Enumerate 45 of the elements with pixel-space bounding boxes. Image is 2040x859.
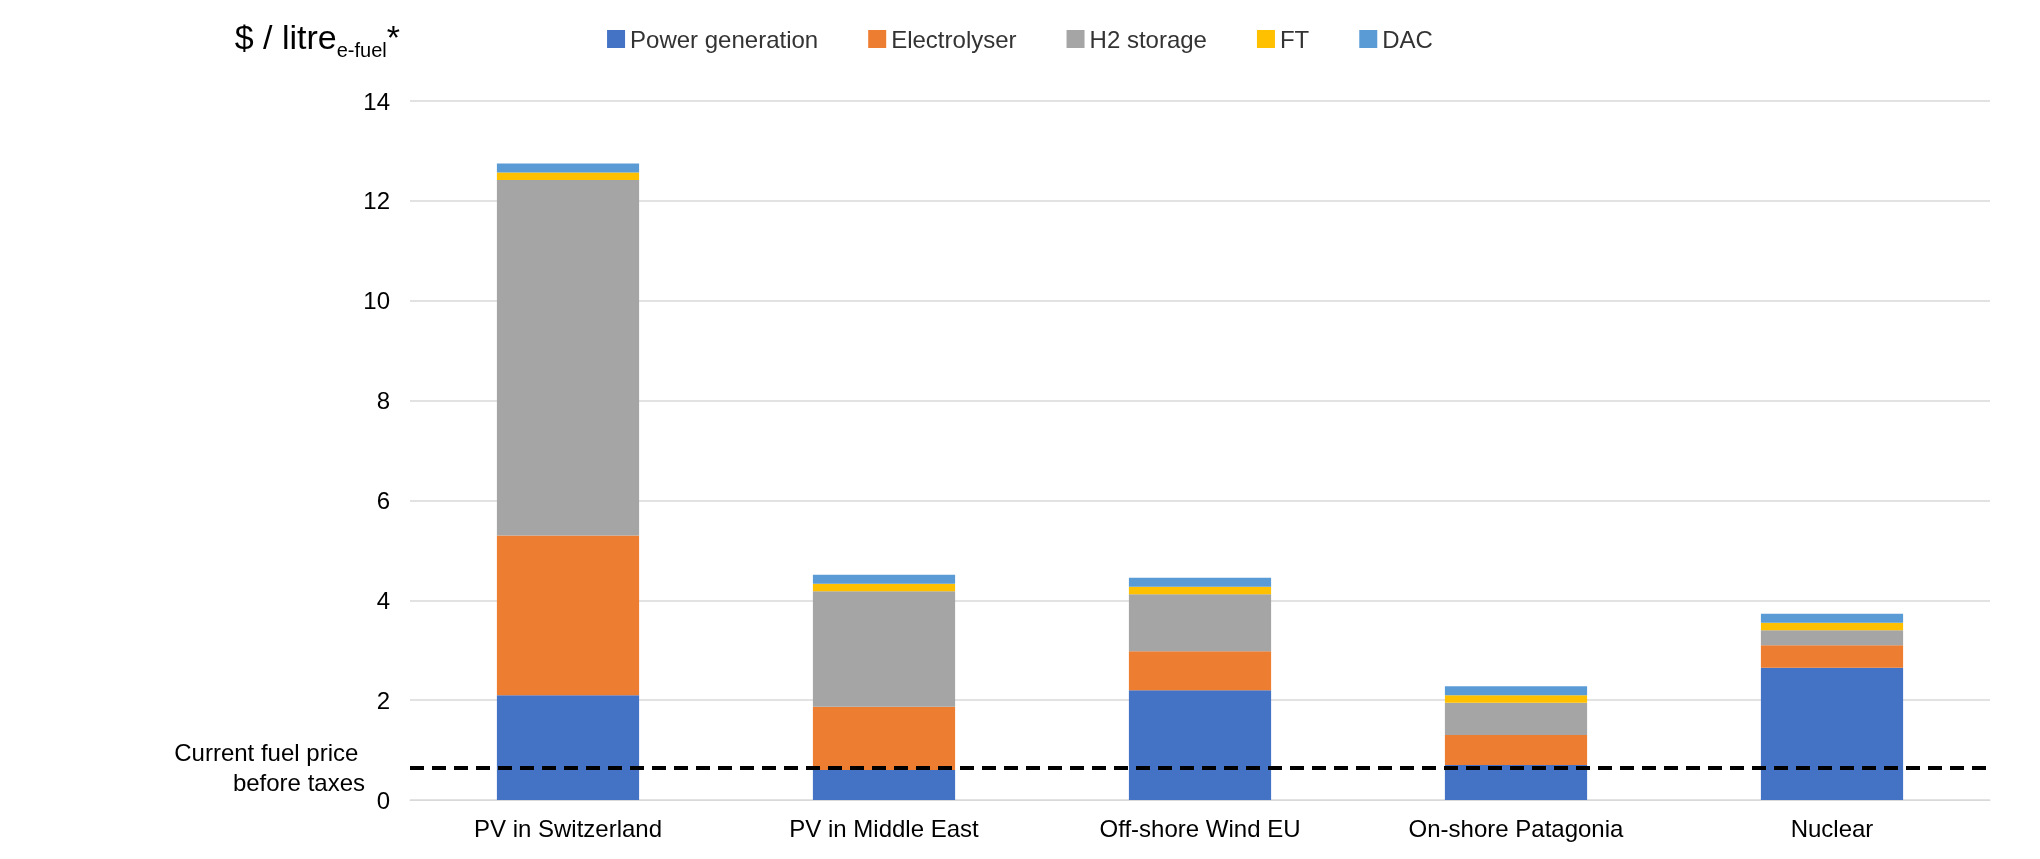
- bar: [1760, 645, 1904, 668]
- bar: [1128, 577, 1272, 587]
- bar: [1128, 586, 1272, 595]
- y-tick-label: 14: [363, 87, 390, 115]
- legend-label: H2 storage: [1089, 25, 1207, 53]
- x-tick-label: PV in Switzerland: [473, 814, 663, 842]
- bar: [812, 770, 956, 800]
- bar: [1444, 765, 1588, 800]
- bar: [812, 706, 956, 771]
- y-tick-label: 6: [376, 486, 390, 514]
- bar: [812, 591, 956, 707]
- bar: [812, 583, 956, 592]
- y-tick-label: 0: [376, 786, 390, 814]
- x-tick-label: PV in Middle East: [789, 814, 980, 842]
- bar: [496, 695, 640, 800]
- y-tick-label: 10: [363, 287, 390, 315]
- x-tick-label: Off-shore Wind EU: [1099, 814, 1301, 842]
- legend-label: Power generation: [630, 25, 819, 53]
- x-tick-label: On-shore Patagonia: [1408, 814, 1625, 842]
- bar: [496, 172, 640, 180]
- y-tick-label: 4: [376, 586, 390, 614]
- bar: [1444, 695, 1588, 703]
- bar: [1128, 594, 1272, 652]
- y-tick-label: 12: [363, 187, 390, 215]
- bar: [496, 179, 640, 536]
- bar: [1760, 667, 1904, 800]
- bar: [496, 535, 640, 696]
- legend-label: FT: [1279, 25, 1310, 53]
- bar: [812, 574, 956, 584]
- x-tick-label: Nuclear: [1790, 814, 1874, 842]
- legend-label: Electrolyser: [891, 25, 1017, 53]
- bar: [1128, 690, 1272, 800]
- legend-label: DAC: [1382, 25, 1433, 53]
- bar: [1444, 735, 1588, 766]
- bar: [1128, 651, 1272, 691]
- y-axis-title: $ / litre$_{e-fuel}$*: [234, 18, 400, 62]
- y-tick-label: 8: [376, 387, 390, 415]
- bar: [1444, 702, 1588, 736]
- bar: [1760, 622, 1904, 631]
- bar: [496, 163, 640, 173]
- bar: [1444, 686, 1588, 696]
- y-tick-label: 2: [376, 686, 390, 714]
- bar: [1760, 613, 1904, 623]
- bar: [1760, 630, 1904, 646]
- ref-line-label: Current fuel price before taxes: [174, 739, 365, 797]
